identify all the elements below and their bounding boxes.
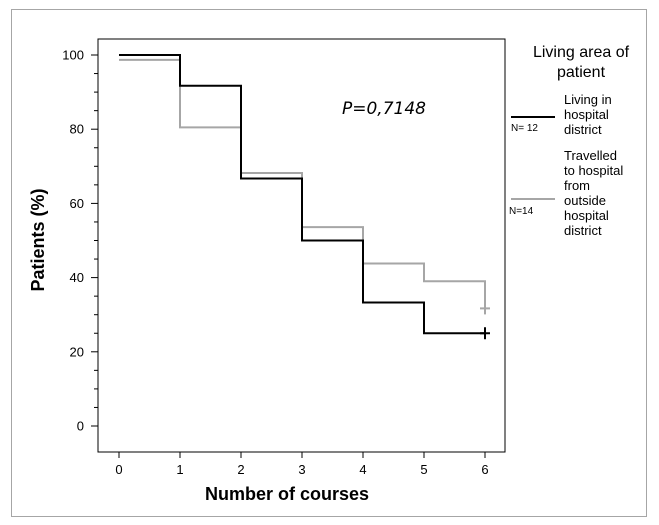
legend-label-2: to hospital [564, 163, 623, 178]
series-line-1 [119, 54, 485, 335]
y-axis-title: Patients (%) [28, 188, 48, 291]
x-tick-label: 6 [481, 462, 488, 477]
x-tick-label: 4 [359, 462, 366, 477]
figure-frame [11, 9, 647, 517]
legend-n-1: N= 12 [511, 123, 538, 134]
legend-label-1: hospital [564, 107, 609, 122]
legend-n-2: N=14 [509, 206, 534, 217]
y-tick-label: 40 [70, 270, 84, 285]
legend-label-1: district [564, 122, 602, 137]
y-tick-label: 100 [62, 48, 84, 63]
y-axis: 0 20 40 60 80 100 [62, 48, 98, 434]
p-value-annotation: P=0,7148 [342, 99, 426, 119]
x-tick-label: 0 [115, 462, 122, 477]
legend-label-2: outside [564, 193, 606, 208]
series-layer [119, 54, 490, 340]
x-tick-label: 3 [298, 462, 305, 477]
legend-title-line: Living area of [533, 44, 630, 61]
y-tick-label: 0 [77, 419, 84, 434]
y-tick-label: 20 [70, 344, 84, 359]
legend-label-2: Travelled [564, 148, 617, 163]
legend-title-line: patient [557, 64, 606, 81]
y-tick-label: 80 [70, 122, 84, 137]
y-tick-label: 60 [70, 196, 84, 211]
legend-label-2: district [564, 223, 602, 238]
x-tick-label: 2 [237, 462, 244, 477]
x-tick-label: 1 [176, 462, 183, 477]
legend-label-1: Living in [564, 92, 612, 107]
x-tick-label: 5 [420, 462, 427, 477]
legend-label-2: hospital [564, 208, 609, 223]
plot-area [97, 38, 506, 453]
legend-label-2: from [564, 178, 590, 193]
x-axis: 0 1 2 3 4 5 6 [115, 452, 489, 477]
x-axis-title: Number of courses [205, 484, 369, 504]
